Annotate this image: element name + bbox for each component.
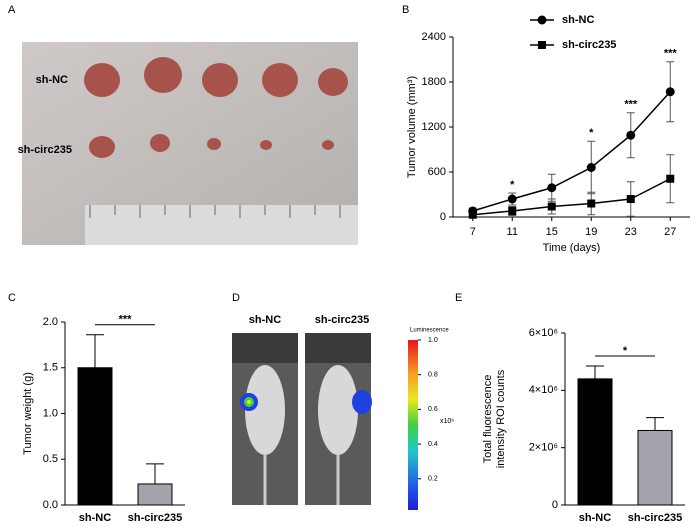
error-bar (646, 417, 664, 431)
imaging: sh-NC sh-circ235 Luminescence x10⁶ (232, 314, 454, 510)
significance: *** (119, 314, 133, 326)
legend-label: sh-circ235 (562, 39, 616, 51)
image-label: sh-circ235 (315, 314, 369, 326)
data-point (468, 210, 477, 219)
significance: *** (664, 48, 678, 60)
x-tick-label: 7 (470, 226, 476, 238)
x-tick-label: 15 (546, 226, 558, 238)
colorbar-tick-label: 0.8 (428, 372, 438, 379)
significance: *** (624, 99, 638, 111)
panel-letter: D (232, 292, 240, 304)
data-point (586, 163, 596, 172)
tumor-photo: sh-NC sh-circ235 (18, 42, 358, 245)
x-tick-label: sh-NC (79, 512, 111, 524)
data-point (547, 202, 556, 211)
panel-letter: C (8, 292, 16, 304)
row-label: sh-NC (36, 74, 68, 86)
colorbar-unit: x10⁶ (440, 418, 454, 425)
y-axis-label: Tumor weight (g) (22, 372, 34, 455)
bar (637, 429, 673, 506)
series-line (472, 178, 671, 216)
colorbar-tick-label: 0.4 (428, 441, 438, 448)
data-point (587, 199, 596, 208)
bar (577, 378, 613, 506)
error-bar (586, 365, 604, 379)
data-point (507, 194, 517, 204)
x-tick-label: 23 (625, 226, 637, 238)
legend-label: sh-NC (562, 14, 594, 26)
x-tick-label: sh-circ235 (128, 512, 182, 524)
panel-letter: A (8, 4, 16, 16)
data-point (547, 183, 557, 193)
legend-marker (537, 15, 547, 25)
significance: * (510, 179, 515, 191)
colorbar-tick-label: 0.6 (428, 406, 438, 413)
significance: * (589, 127, 594, 139)
y-tick-label: 2.0 (43, 316, 58, 328)
data-point (666, 174, 675, 183)
y-tick-label: 1.0 (43, 407, 58, 419)
panel-letter: E (455, 292, 462, 304)
colorbar (408, 340, 418, 510)
y-tick-label: 4×10⁶ (529, 384, 558, 396)
colorbar-tick-label: 1.0 (428, 337, 438, 344)
image-label: sh-NC (249, 314, 281, 326)
x-tick-label: 19 (585, 226, 597, 238)
y-tick-label: 0 (552, 499, 558, 511)
legend-marker (538, 41, 546, 49)
y-axis-label: Tumor volume (mm³) (406, 76, 418, 178)
colorbar-title: Luminescence (410, 328, 449, 334)
data-point (665, 87, 675, 97)
x-tick-label: 11 (507, 226, 518, 238)
y-tick-label: 1.5 (43, 362, 58, 374)
bar (77, 367, 113, 506)
y-tick-label: 2×10⁶ (529, 442, 558, 454)
x-axis-label: Time (days) (543, 242, 601, 254)
y-axis-label: intensity ROI counts (495, 369, 507, 468)
error-bar (146, 463, 164, 484)
bar (137, 483, 173, 506)
y-tick-label: 2400 (422, 31, 446, 43)
x-tick-label: sh-circ235 (628, 512, 682, 524)
x-tick-label: 27 (664, 226, 676, 238)
series-line (472, 91, 671, 212)
y-tick-label: 1200 (422, 121, 446, 133)
y-tick-label: 1800 (422, 76, 446, 88)
x-tick-label: sh-NC (579, 512, 611, 524)
data-point (626, 195, 635, 203)
y-tick-label: 600 (428, 166, 446, 178)
data-point (508, 207, 517, 215)
colorbar-tick-label: 0.2 (428, 476, 438, 483)
error-bar (86, 334, 104, 368)
significance: * (623, 345, 628, 357)
y-tick-label: 0.5 (43, 453, 58, 465)
y-tick-label: 6×10⁶ (529, 327, 558, 339)
y-axis-label: Total fluorescence (482, 375, 494, 464)
y-tick-label: 0 (440, 211, 446, 223)
panel-letter: B (402, 4, 409, 16)
y-tick-label: 0.0 (43, 499, 58, 511)
row-label: sh-circ235 (18, 144, 72, 156)
data-point (626, 130, 636, 140)
